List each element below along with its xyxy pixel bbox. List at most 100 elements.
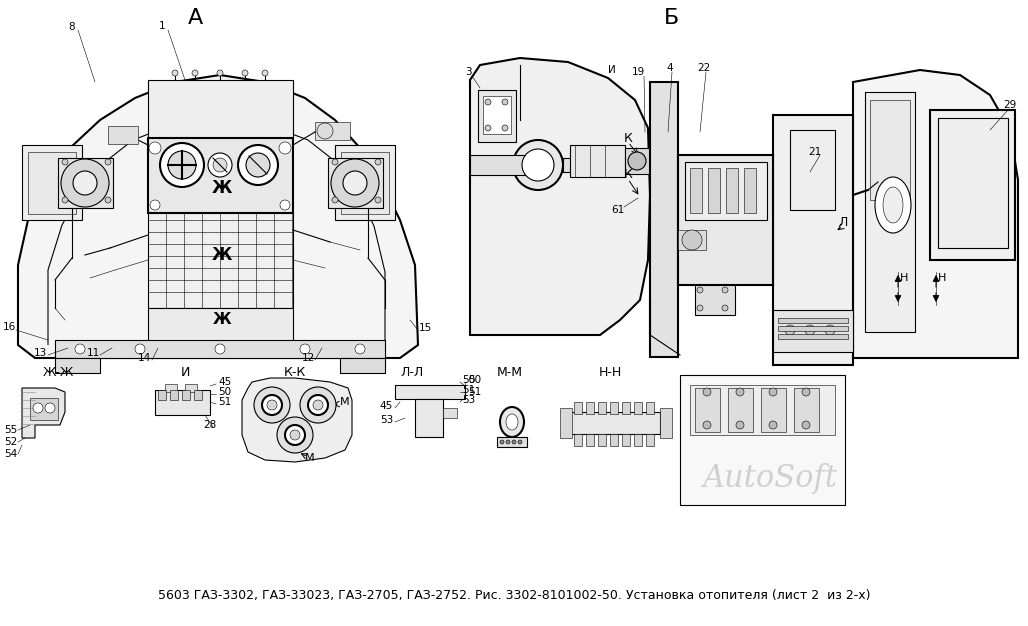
Bar [695, 388, 720, 432]
Text: Ж: Ж [212, 179, 232, 197]
Bar [865, 92, 915, 332]
Polygon shape [242, 378, 352, 462]
Ellipse shape [769, 421, 777, 429]
Bar [415, 399, 443, 437]
Text: К: К [624, 168, 632, 182]
Polygon shape [22, 388, 65, 438]
Ellipse shape [512, 440, 516, 444]
Ellipse shape [246, 153, 270, 177]
Ellipse shape [506, 440, 510, 444]
Ellipse shape [502, 125, 508, 131]
Text: Б: Б [664, 8, 680, 28]
Bar [744, 168, 756, 213]
Text: 29: 29 [1003, 100, 1017, 110]
Bar [678, 230, 706, 250]
Ellipse shape [875, 177, 911, 233]
Text: К: К [624, 131, 632, 145]
Ellipse shape [500, 440, 504, 444]
Ellipse shape [722, 305, 728, 311]
Text: А: А [187, 8, 203, 28]
Ellipse shape [280, 200, 290, 210]
Bar [443, 408, 457, 418]
Ellipse shape [805, 325, 815, 335]
Ellipse shape [355, 344, 365, 354]
Text: Н: Н [938, 273, 946, 283]
Bar [610, 402, 618, 414]
Bar [483, 96, 511, 134]
Ellipse shape [254, 387, 290, 423]
Ellipse shape [313, 400, 323, 410]
Bar [341, 152, 389, 214]
Bar [28, 152, 76, 214]
Bar [497, 437, 527, 447]
Bar [773, 115, 853, 365]
Ellipse shape [217, 70, 223, 76]
Bar [761, 388, 786, 432]
Bar [22, 145, 82, 220]
Bar [155, 390, 210, 415]
Bar [930, 110, 1015, 260]
Bar [570, 412, 660, 434]
Text: 50: 50 [218, 387, 231, 397]
Bar [646, 402, 654, 414]
Ellipse shape [343, 171, 367, 195]
Ellipse shape [506, 414, 518, 430]
Ellipse shape [722, 287, 728, 293]
Ellipse shape [62, 159, 68, 165]
Text: 11: 11 [86, 348, 100, 358]
Bar [634, 402, 642, 414]
Ellipse shape [160, 143, 204, 187]
Ellipse shape [172, 70, 178, 76]
Ellipse shape [500, 407, 524, 437]
Text: 53: 53 [462, 395, 475, 405]
Text: 14: 14 [138, 353, 151, 363]
Ellipse shape [736, 388, 744, 396]
Text: 45: 45 [218, 377, 231, 387]
Ellipse shape [628, 152, 646, 170]
Text: 15: 15 [418, 323, 432, 333]
Text: И: И [180, 366, 190, 379]
Ellipse shape [300, 387, 336, 423]
Text: 4: 4 [667, 63, 673, 73]
Ellipse shape [285, 425, 305, 445]
Text: Ж: Ж [213, 312, 231, 327]
Bar [586, 402, 594, 414]
Bar [598, 402, 605, 414]
Bar [685, 162, 767, 220]
Text: Л-Л: Л-Л [400, 366, 424, 379]
Text: 8: 8 [69, 22, 75, 32]
Ellipse shape [135, 344, 145, 354]
Bar [646, 434, 654, 446]
Bar [574, 434, 582, 446]
Bar [185, 384, 197, 392]
Text: Ж-Ж: Ж-Ж [42, 366, 74, 379]
Text: 1: 1 [158, 21, 166, 31]
Bar [182, 390, 190, 400]
Polygon shape [470, 58, 650, 335]
Text: AutoSoft: AutoSoft [702, 463, 838, 493]
Ellipse shape [215, 344, 225, 354]
Ellipse shape [168, 151, 196, 179]
Bar [58, 158, 113, 208]
Bar [938, 118, 1008, 248]
Bar [728, 388, 752, 432]
Ellipse shape [45, 403, 56, 413]
Bar [340, 358, 386, 373]
Text: Н: Н [900, 273, 908, 283]
Ellipse shape [242, 70, 248, 76]
Text: 5603 ГАЗ-3302, ГАЗ-33023, ГАЗ-2705, ГАЗ-2752. Рис. 3302-8101002-50. Установка от: 5603 ГАЗ-3302, ГАЗ-33023, ГАЗ-2705, ГАЗ-… [157, 590, 871, 602]
Ellipse shape [522, 149, 554, 181]
Ellipse shape [736, 421, 744, 429]
Text: 50: 50 [462, 375, 475, 385]
Ellipse shape [332, 197, 338, 203]
Ellipse shape [697, 287, 703, 293]
Bar [695, 285, 735, 315]
Ellipse shape [62, 197, 68, 203]
Ellipse shape [105, 197, 111, 203]
Bar [690, 168, 702, 213]
Text: Ж: Ж [212, 246, 232, 264]
Bar [598, 434, 605, 446]
Ellipse shape [802, 388, 810, 396]
Ellipse shape [785, 325, 795, 335]
Bar [158, 390, 166, 400]
